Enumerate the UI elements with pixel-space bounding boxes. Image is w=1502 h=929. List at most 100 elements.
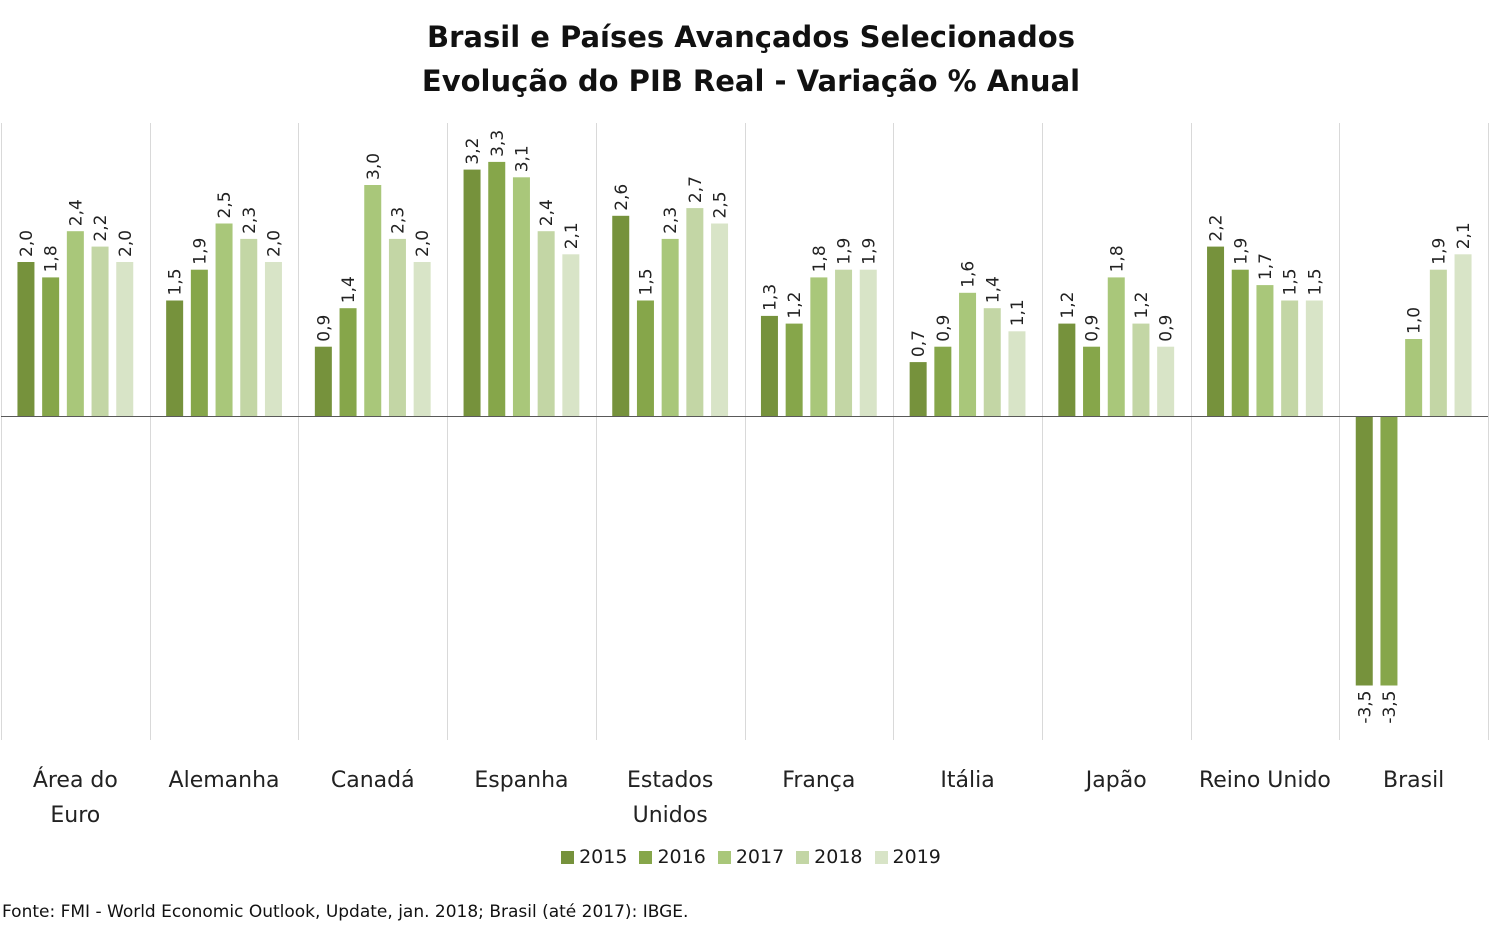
- legend-label: 2019: [892, 846, 941, 868]
- value-label: 1,2: [785, 292, 805, 319]
- bar-2017: [512, 177, 530, 416]
- value-label: 1,8: [810, 245, 830, 272]
- bar-2015: [1355, 416, 1373, 686]
- bar-2017: [1107, 277, 1125, 416]
- value-label: 0,9: [1157, 315, 1177, 342]
- value-label: 2,3: [388, 207, 408, 234]
- value-label: 1,9: [1231, 238, 1251, 265]
- bar-2016: [636, 300, 654, 416]
- category-label: Itália: [940, 768, 994, 793]
- source-note: Fonte: FMI - World Economic Outlook, Upd…: [2, 902, 689, 922]
- legend-swatch: [639, 850, 653, 864]
- value-label: 3,1: [512, 145, 532, 172]
- bar-2019: [711, 223, 729, 416]
- category-label: Japão: [1084, 768, 1147, 793]
- value-label: -3,5: [1355, 691, 1375, 724]
- legend-label: 2017: [735, 846, 785, 868]
- value-label: 1,2: [1132, 292, 1152, 319]
- bar-2018: [240, 238, 258, 416]
- legend-swatch: [717, 850, 731, 864]
- bar-2019: [859, 269, 877, 416]
- category-label: Brasil: [1383, 768, 1444, 793]
- bar-2019: [116, 262, 134, 416]
- bar-2018: [1281, 300, 1299, 416]
- bar-2015: [1207, 246, 1225, 416]
- bar-2016: [42, 277, 60, 416]
- value-label: 2,1: [562, 222, 582, 249]
- bar-2015: [17, 262, 35, 416]
- category-label: Canadá: [331, 768, 415, 793]
- bar-2017: [215, 223, 233, 416]
- value-label: 1,9: [190, 238, 210, 265]
- value-label: 2,4: [66, 199, 86, 226]
- value-label: 0,9: [1083, 315, 1103, 342]
- bar-2016: [1231, 269, 1249, 416]
- value-label: 1,8: [42, 245, 62, 272]
- bar-2018: [388, 238, 406, 416]
- bar-2015: [314, 346, 332, 416]
- bar-2017: [1405, 339, 1423, 416]
- category-label: França: [782, 768, 855, 793]
- bar-2016: [190, 269, 208, 416]
- value-label: 2,3: [661, 207, 681, 234]
- value-label: 2,7: [686, 176, 706, 203]
- bar-2017: [959, 292, 977, 416]
- value-label: 2,1: [1454, 222, 1474, 249]
- value-label: 2,0: [116, 230, 136, 257]
- bar-2018: [835, 269, 853, 416]
- value-label: 2,2: [1207, 215, 1227, 242]
- value-label: 2,5: [215, 191, 235, 218]
- bar-2015: [463, 169, 481, 416]
- value-label: 1,7: [1256, 253, 1276, 280]
- value-label: 1,3: [760, 284, 780, 311]
- value-label: 1,5: [636, 268, 656, 295]
- bar-2017: [1256, 285, 1274, 416]
- category-label: Euro: [50, 803, 100, 828]
- value-label: 2,6: [612, 184, 632, 211]
- value-label: 2,0: [413, 230, 433, 257]
- bar-2019: [1157, 346, 1175, 416]
- legend-swatch: [561, 850, 575, 864]
- value-label: 1,2: [1058, 292, 1078, 319]
- bar-2016: [785, 323, 803, 416]
- value-label: 1,0: [1405, 307, 1425, 334]
- legend-item-2016: 2016: [639, 846, 706, 868]
- value-label: 1,5: [1305, 268, 1325, 295]
- bar-2019: [264, 262, 282, 416]
- bar-2018: [1132, 323, 1150, 416]
- bar-2015: [1058, 323, 1076, 416]
- value-label: 1,4: [339, 276, 359, 303]
- category-label: Reino Unido: [1199, 768, 1331, 793]
- bar-2016: [934, 346, 952, 416]
- value-label: 3,3: [488, 130, 508, 157]
- value-label: 3,0: [364, 153, 384, 180]
- category-label: Estados: [627, 768, 713, 793]
- category-label: Área do: [33, 767, 118, 793]
- legend-item-2017: 2017: [717, 846, 785, 868]
- value-label: 1,6: [959, 261, 979, 288]
- legend-item-2018: 2018: [796, 846, 863, 868]
- value-label: 2,3: [240, 207, 260, 234]
- value-label: 0,9: [934, 315, 954, 342]
- bar-2019: [1008, 331, 1026, 416]
- category-label: Espanha: [474, 768, 568, 793]
- value-label: 3,2: [463, 138, 483, 165]
- value-label: 2,4: [537, 199, 557, 226]
- value-label: 1,9: [859, 238, 879, 265]
- value-label: 1,5: [166, 268, 186, 295]
- legend-swatch: [874, 850, 888, 864]
- value-label: 2,2: [91, 215, 111, 242]
- bar-2017: [810, 277, 828, 416]
- value-label: 2,5: [711, 191, 731, 218]
- bar-2018: [1429, 269, 1447, 416]
- bar-2019: [1305, 300, 1323, 416]
- bar-2017: [661, 238, 679, 416]
- bar-2015: [909, 362, 927, 416]
- value-label: 0,7: [909, 330, 929, 357]
- chart-legend: 2015 2016 2017 2018 2019: [0, 846, 1502, 868]
- bar-2018: [537, 231, 555, 416]
- bar-2017: [66, 231, 84, 416]
- value-label: -3,5: [1380, 691, 1400, 724]
- bar-2016: [1083, 346, 1101, 416]
